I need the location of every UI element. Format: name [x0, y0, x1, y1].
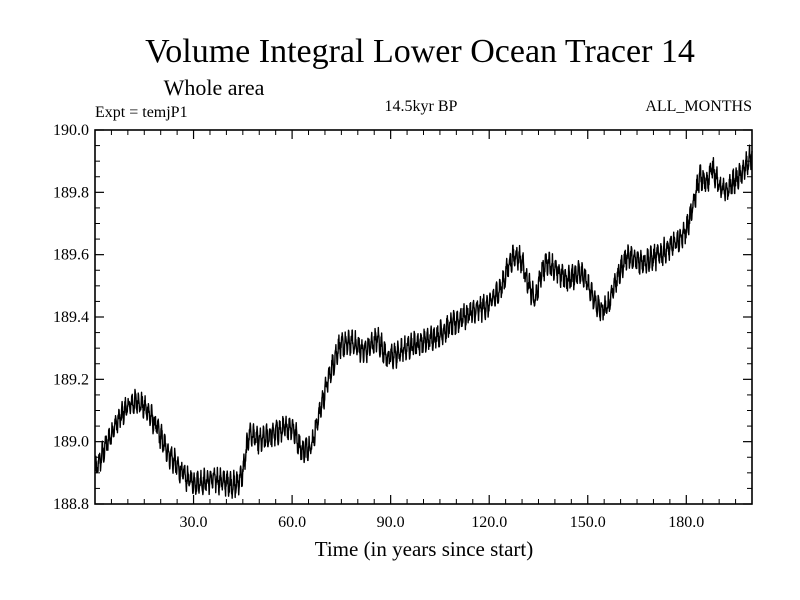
- axis-ticks: 30.0 60.0 90.0 120.0 150.0 180.0 188.8 189.0 189…: [53, 122, 753, 531]
- y-tick-label: 189.4: [53, 309, 89, 326]
- months-label: ALL_MONTHS: [645, 98, 752, 115]
- plot-frame: [94, 129, 753, 505]
- y-tick-label: 189.8: [53, 184, 89, 201]
- experiment-label: Expt = temjP1: [95, 104, 188, 121]
- x-tick-label: 150.0: [570, 514, 606, 531]
- chart-subtitle: Whole area: [164, 75, 265, 100]
- x-tick-label: 90.0: [377, 514, 405, 531]
- y-tick-label: 189.2: [53, 371, 89, 388]
- x-tick-label: 60.0: [278, 514, 306, 531]
- y-tick-label: 189.0: [53, 434, 89, 451]
- period-label: 14.5kyr BP: [385, 98, 458, 115]
- y-tick-label: 189.6: [53, 247, 89, 264]
- x-tick-label: 30.0: [180, 514, 208, 531]
- x-tick-label: 120.0: [471, 514, 507, 531]
- series-line: [94, 144, 753, 499]
- data-layer: [94, 144, 753, 499]
- x-axis-label: Time (in years since start): [315, 537, 534, 561]
- y-tick-label: 188.8: [53, 496, 89, 513]
- chart-title: Volume Integral Lower Ocean Tracer 14: [145, 33, 695, 70]
- y-tick-label: 190.0: [53, 122, 89, 139]
- x-tick-label: 180.0: [668, 514, 704, 531]
